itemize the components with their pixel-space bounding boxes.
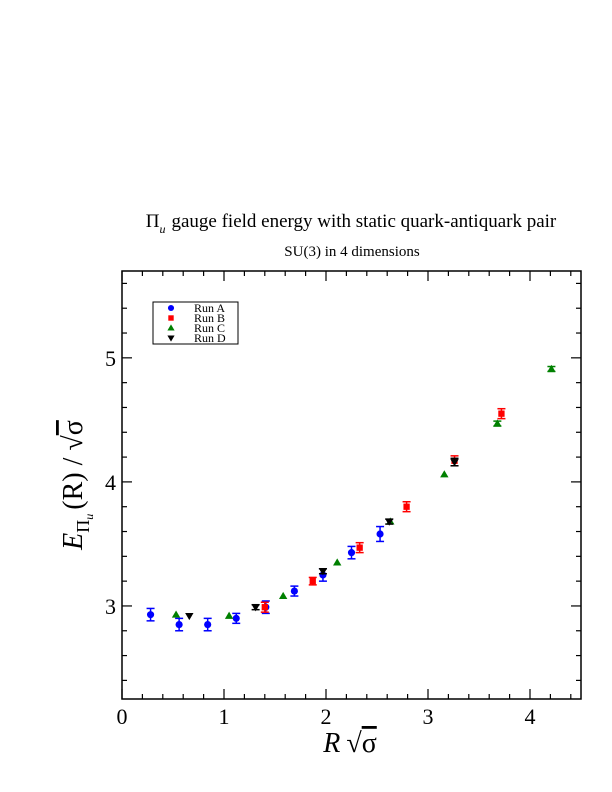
marker-triangle-down [251,604,260,612]
x-tick-label: 1 [219,704,230,729]
marker-triangle-up [224,611,234,619]
y-tick-label: 5 [105,346,116,371]
data-point-run-c [333,558,342,566]
marker-circle [376,530,384,538]
legend-label-run-b: Run B [194,311,225,325]
legend-label-run-a: Run A [194,301,225,315]
marker-triangle-down [318,568,328,576]
marker-circle [290,587,298,595]
data-point-run-c [440,470,449,478]
marker-circle [175,620,183,629]
data-point-run-b [260,601,269,613]
data-point-run-d [185,612,194,621]
data-point-run-a [175,617,184,632]
marker-triangle-up [547,364,556,372]
y-tick-label: 4 [105,470,116,495]
data-point-run-d [450,457,459,467]
marker-triangle-down [185,612,194,621]
marker-square [403,503,410,510]
marker-circle [347,549,356,557]
marker-square [356,544,363,551]
y-tick-label: 3 [105,594,116,619]
data-point-run-c [171,610,181,618]
marker-triangle-down [385,518,394,526]
x-tick-label: 3 [423,704,434,729]
marker-circle [204,620,212,629]
x-tick-label: 2 [321,704,332,729]
data-point-run-d [251,603,260,612]
marker-circle [146,611,155,619]
plot-frame [121,270,582,700]
marker-triangle-up [493,419,502,427]
data-point-run-a [146,607,155,622]
chart-subtitle: SU(3) in 4 dimensions [284,244,420,260]
legend: Run A Run B Run C Run D [152,301,239,345]
marker-circle [232,614,240,622]
data-point-run-b [355,541,364,554]
legend-marker-run-c [167,324,175,331]
x-axis-label: R √σ [322,728,377,759]
data-point-run-c [224,611,234,619]
data-point-run-b [402,500,411,513]
data-point-run-a [232,612,241,625]
y-axis-label: EΠu(R) / √σ [58,420,96,551]
marker-triangle-up [333,558,342,566]
x-tick-label: 4 [525,704,536,729]
data-point-run-c [278,591,288,599]
legend-marker-run-b [168,315,174,321]
data-points [146,364,556,632]
legend-markers [167,304,175,342]
x-tick-labels: 0 1 2 3 4 [117,704,536,729]
legend-box [152,301,239,345]
data-point-run-a [290,585,299,597]
data-point-run-a [347,545,356,560]
marker-square [261,604,268,611]
data-point-run-b [308,576,317,586]
marker-triangle-down [450,459,459,467]
y-tick-labels: 3 4 5 [105,346,116,619]
x-tick-label: 0 [117,704,128,729]
marker-square [309,577,316,585]
data-point-run-d [318,567,328,576]
data-point-run-a [203,617,212,632]
marker-triangle-up [171,610,181,618]
marker-triangle-up [278,591,288,599]
data-point-run-c [493,419,502,427]
chart-title: Πu gauge field energy with static quark-a… [146,211,557,236]
legend-label-run-d: Run D [194,331,226,345]
data-point-run-b [497,407,506,420]
marker-square [498,410,505,417]
marker-triangle-up [440,470,449,478]
data-point-run-d [385,518,394,526]
data-point-run-a [376,525,385,543]
legend-marker-run-d [167,335,175,342]
legend-marker-run-a [167,304,175,312]
axis-ticks [121,271,581,699]
legend-label-run-c: Run C [194,321,225,335]
data-point-run-c [547,364,556,373]
